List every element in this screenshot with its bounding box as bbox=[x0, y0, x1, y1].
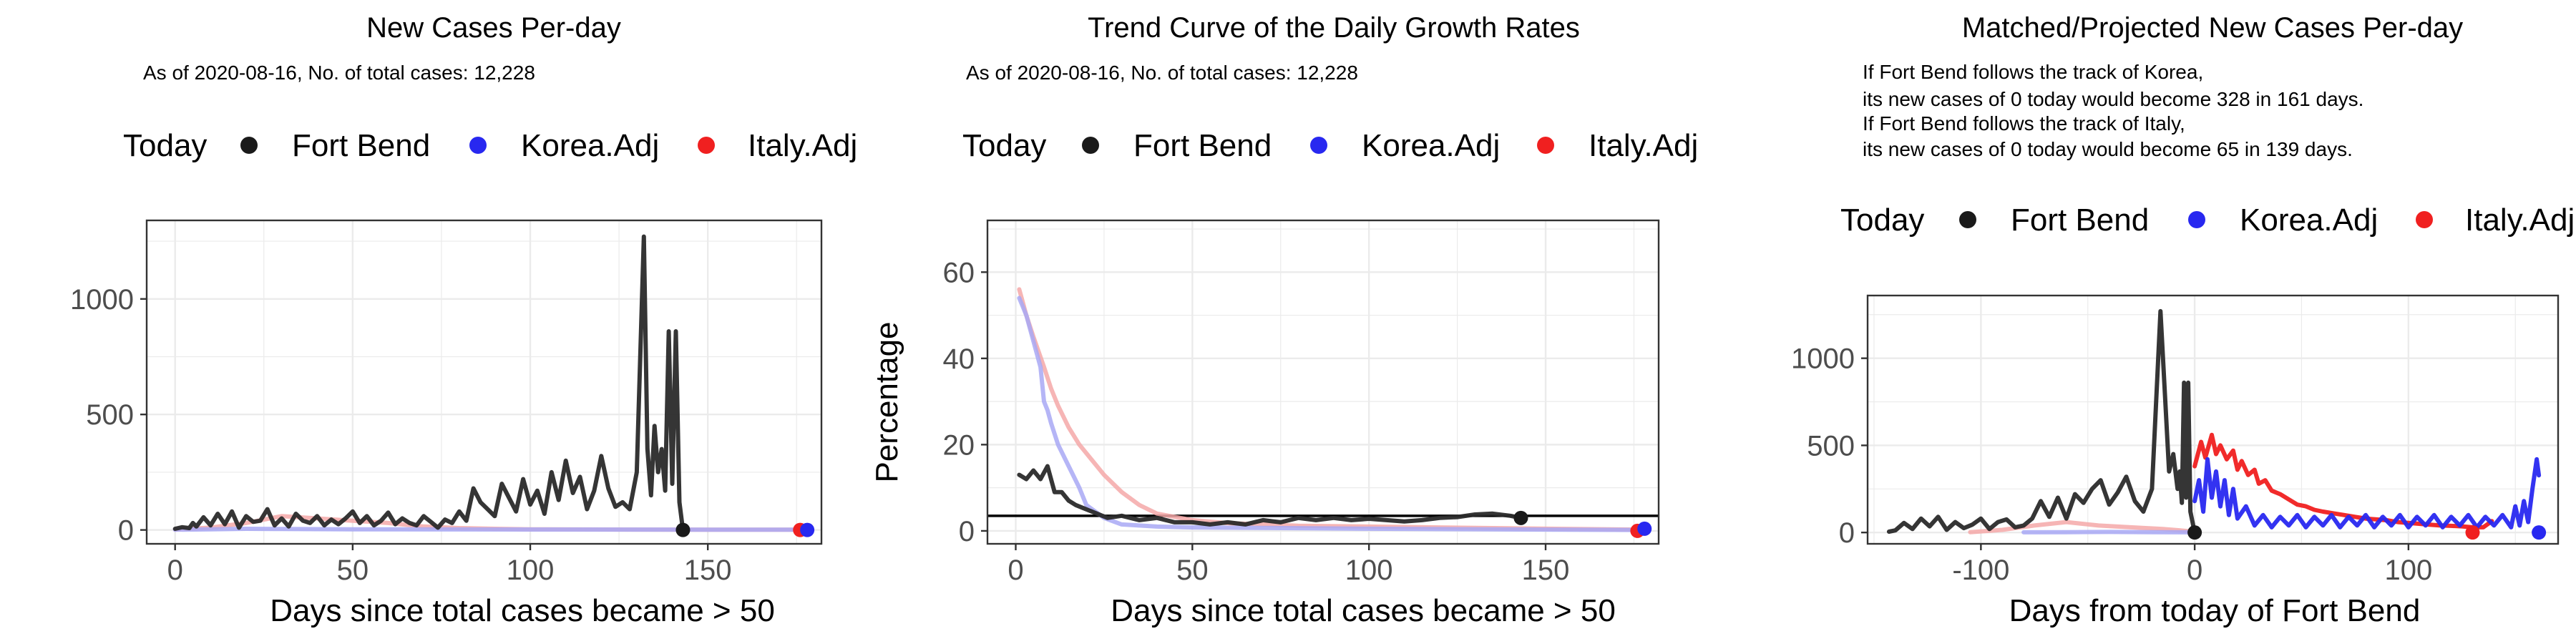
y-tick-label: 1000 bbox=[1791, 343, 1855, 375]
x-tick-label: 50 bbox=[1176, 555, 1209, 586]
today-point-italy-adj bbox=[2465, 525, 2480, 540]
x-tick-label: 150 bbox=[684, 555, 732, 586]
series-line-fort-bend bbox=[1017, 464, 1523, 527]
chart-subtitle-line: If Fort Bend follows the track of Italy, bbox=[1863, 112, 2185, 135]
chart-subtitle-line: As of 2020-08-16, No. of total cases: 12… bbox=[966, 62, 1358, 84]
chart-growth-rates: Trend Curve of the Daily Growth Rates As… bbox=[869, 12, 1698, 628]
today-point-korea-adj bbox=[800, 522, 815, 537]
legend-title-today: Today bbox=[1840, 203, 1924, 238]
x-tick-label: 0 bbox=[1008, 555, 1023, 586]
legend-key-korea bbox=[1310, 137, 1327, 154]
x-tick-label: 50 bbox=[337, 555, 369, 586]
x-axis-label: Days from today of Fort Bend bbox=[2009, 593, 2421, 628]
chart-title: Trend Curve of the Daily Growth Rates bbox=[1088, 12, 1580, 44]
y-axis-label: Percentage bbox=[869, 321, 904, 482]
chart-new-cases-per-day: New Cases Per-day As of 2020-08-16, No. … bbox=[70, 12, 857, 628]
y-tick-label: 1000 bbox=[70, 284, 134, 316]
y-tick-label: 40 bbox=[943, 343, 975, 375]
legend-label-korea: Korea.Adj bbox=[1362, 128, 1500, 163]
legend-key-korea bbox=[469, 137, 487, 154]
panel-border bbox=[145, 219, 823, 545]
legend-key-fort-bend bbox=[1082, 137, 1099, 154]
data-layer bbox=[1886, 308, 2542, 535]
legend-key-italy bbox=[2416, 211, 2433, 228]
panel-background bbox=[147, 220, 821, 544]
x-tick-label: 0 bbox=[2187, 555, 2202, 586]
today-point-korea-adj bbox=[1637, 521, 1652, 536]
panel-background bbox=[1868, 296, 2558, 544]
chart-subtitle-line: its new cases of 0 today would become 65… bbox=[1863, 138, 2353, 160]
chart-subtitle-line: its new cases of 0 today would become 32… bbox=[1863, 88, 2363, 110]
chart-title: New Cases Per-day bbox=[366, 12, 621, 44]
x-tick-label: 0 bbox=[167, 555, 183, 586]
legend-key-italy bbox=[1537, 137, 1554, 154]
data-layer bbox=[987, 287, 1659, 532]
y-tick-label: 0 bbox=[959, 516, 975, 547]
x-tick-label: 150 bbox=[1522, 555, 1570, 586]
chart-subtitle-line: As of 2020-08-16, No. of total cases: 12… bbox=[143, 62, 535, 84]
legend-key-korea bbox=[2188, 211, 2205, 228]
y-tick-label: 0 bbox=[118, 515, 134, 547]
x-tick-label: 100 bbox=[507, 555, 555, 586]
x-tick-label: 100 bbox=[1345, 555, 1393, 586]
series-line-korea-adj bbox=[2192, 457, 2542, 530]
x-tick-label: 100 bbox=[2384, 555, 2432, 586]
panel-border bbox=[1866, 294, 2560, 545]
plot-area: 0 50 100 150 0 500 1000 bbox=[70, 219, 823, 586]
today-point-korea-adj bbox=[2532, 525, 2547, 540]
legend-label-italy: Italy.Adj bbox=[2465, 203, 2575, 238]
y-tick-label: 20 bbox=[943, 429, 975, 461]
legend-label-fort-bend: Fort Bend bbox=[1133, 128, 1272, 163]
x-axis-label: Days since total cases became > 50 bbox=[1111, 593, 1616, 628]
legend: Today Fort Bend Korea.Adj Italy.Adj bbox=[1840, 203, 2575, 238]
legend-label-italy: Italy.Adj bbox=[1589, 128, 1698, 163]
legend-label-fort-bend: Fort Bend bbox=[2011, 203, 2149, 238]
series-line-italy-adj bbox=[2192, 432, 2494, 530]
y-tick-label: 500 bbox=[86, 399, 134, 431]
legend-key-fort-bend bbox=[1959, 211, 1976, 228]
panel-background bbox=[987, 220, 1659, 544]
legend: Today Fort Bend Korea.Adj Italy.Adj bbox=[962, 128, 1698, 163]
legend-key-fort-bend bbox=[240, 137, 258, 154]
chart-matched-projected: Matched/Projected New Cases Per-day If F… bbox=[1791, 12, 2575, 628]
x-axis-label: Days since total cases became > 50 bbox=[270, 593, 775, 628]
series-line-fort-bend bbox=[1886, 308, 2197, 535]
plot-area: 0 50 100 150 0 20 40 60 bbox=[943, 219, 1660, 586]
x-tick-label: -100 bbox=[1952, 555, 2009, 586]
series-line-korea-adj bbox=[172, 527, 810, 532]
chart-subtitle-line: If Fort Bend follows the track of Korea, bbox=[1863, 61, 2203, 83]
legend-label-fort-bend: Fort Bend bbox=[292, 128, 430, 163]
series-line-korea-adj bbox=[1017, 296, 1647, 532]
chart-title: Matched/Projected New Cases Per-day bbox=[1962, 12, 2463, 44]
today-point-fort-bend bbox=[675, 522, 691, 537]
y-tick-label: 60 bbox=[943, 257, 975, 288]
legend-title-today: Today bbox=[123, 128, 207, 163]
legend-label-korea: Korea.Adj bbox=[521, 128, 659, 163]
series-line-fort-bend bbox=[172, 234, 686, 532]
panel-border bbox=[986, 219, 1660, 545]
legend-label-korea: Korea.Adj bbox=[2240, 203, 2378, 238]
y-tick-label: 500 bbox=[1807, 430, 1855, 462]
y-tick-label: 0 bbox=[1839, 517, 1855, 549]
legend-label-italy: Italy.Adj bbox=[748, 128, 857, 163]
legend-title-today: Today bbox=[962, 128, 1046, 163]
legend: Today Fort Bend Korea.Adj Italy.Adj bbox=[123, 128, 857, 163]
today-point-fort-bend bbox=[1513, 510, 1528, 525]
today-point-fort-bend bbox=[2187, 525, 2202, 540]
legend-key-italy bbox=[698, 137, 715, 154]
